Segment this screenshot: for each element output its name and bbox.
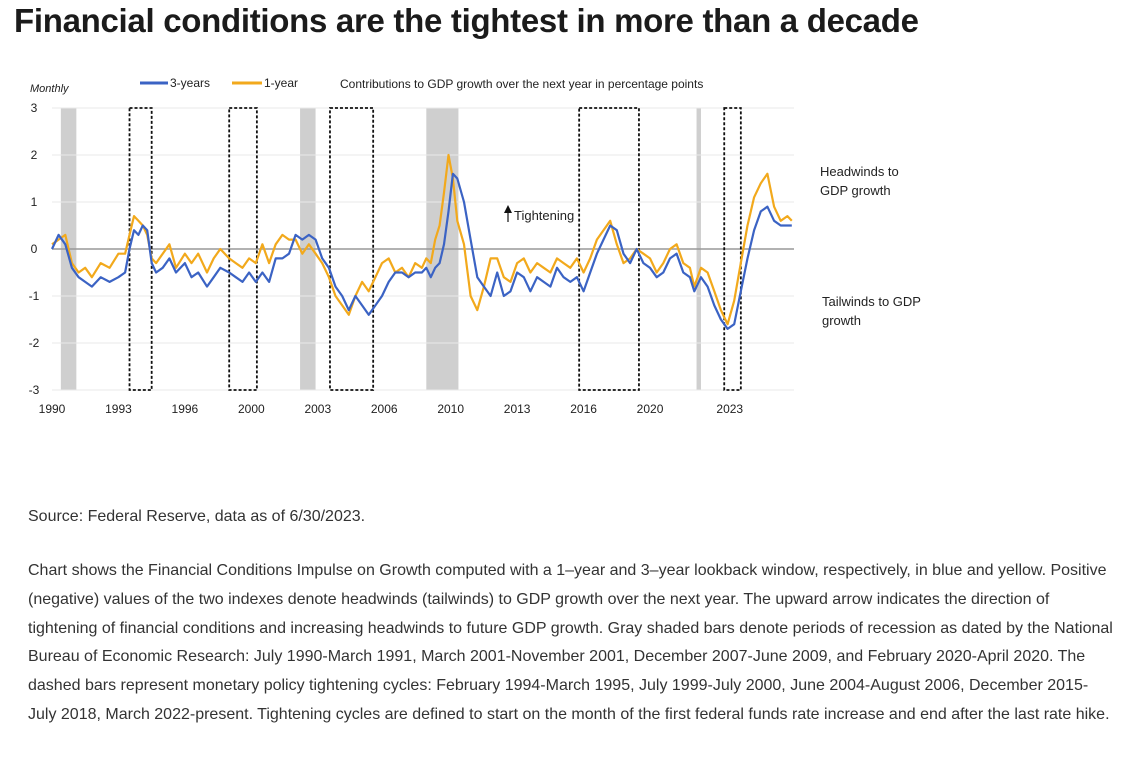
y-tick-label: 3 <box>31 101 38 115</box>
headline: Financial conditions are the tightest in… <box>14 2 919 39</box>
legend-label-3-years: 3-years <box>170 76 210 90</box>
y-tick-label: 1 <box>31 195 38 209</box>
frequency-label: Monthly <box>30 83 70 95</box>
tightening-cycle-box <box>723 107 742 391</box>
x-tick-label: 2016 <box>570 402 597 416</box>
x-tick-label: 2003 <box>304 402 331 416</box>
y-tick-label: 0 <box>31 242 38 256</box>
series-line-3-years <box>51 172 792 330</box>
headwinds-line-2: GDP growth <box>820 183 891 198</box>
y-tick-label: -1 <box>29 289 40 303</box>
x-tick-label: 1990 <box>39 402 66 416</box>
tightening-label: Tightening <box>514 208 574 223</box>
x-tick-label: 1996 <box>172 402 199 416</box>
tightening-cycle-box <box>329 107 375 391</box>
grid-lines <box>52 107 794 391</box>
tightening-arrow-head-icon <box>504 205 512 213</box>
x-tick-label: 1993 <box>105 402 132 416</box>
series-lines <box>51 153 793 330</box>
y-tick-label: 2 <box>31 148 38 162</box>
legend-label-1-year: 1-year <box>264 76 298 90</box>
annotation-tailwinds: Tailwinds to GDP growth <box>822 294 921 328</box>
x-tick-label: 2000 <box>238 402 265 416</box>
y-tick-label: -3 <box>29 383 40 397</box>
x-tick-label: 2006 <box>371 402 398 416</box>
annotation-headwinds: Headwinds to GDP growth <box>820 164 899 198</box>
series-line-1-year <box>51 153 793 326</box>
chart: Monthly 3-years 1-year Contributions to … <box>29 76 921 416</box>
tailwinds-line-1: Tailwinds to GDP <box>822 294 921 309</box>
y-axis: 3 2 1 0 -1 -2 -3 <box>29 101 40 397</box>
source-note: Source: Federal Reserve, data as of 6/30… <box>28 508 366 525</box>
chart-description: Chart shows the Financial Conditions Imp… <box>28 562 1113 723</box>
tightening-cycle-box <box>578 107 640 391</box>
x-tick-label: 2023 <box>716 402 743 416</box>
annotation-tightening: Tightening <box>504 205 574 223</box>
chart-subtitle: Contributions to GDP growth over the nex… <box>340 77 703 91</box>
headwinds-line-1: Headwinds to <box>820 164 899 179</box>
x-axis: 1990 1993 1996 2000 2003 2006 2010 2013 2016 2020… <box>39 402 744 416</box>
x-tick-label: 2020 <box>637 402 664 416</box>
y-tick-label: -2 <box>29 336 40 350</box>
chart-header: Monthly 3-years 1-year Contributions to … <box>30 76 703 95</box>
x-tick-label: 2013 <box>504 402 531 416</box>
tailwinds-line-2: growth <box>822 313 861 328</box>
x-tick-label: 2010 <box>437 402 464 416</box>
